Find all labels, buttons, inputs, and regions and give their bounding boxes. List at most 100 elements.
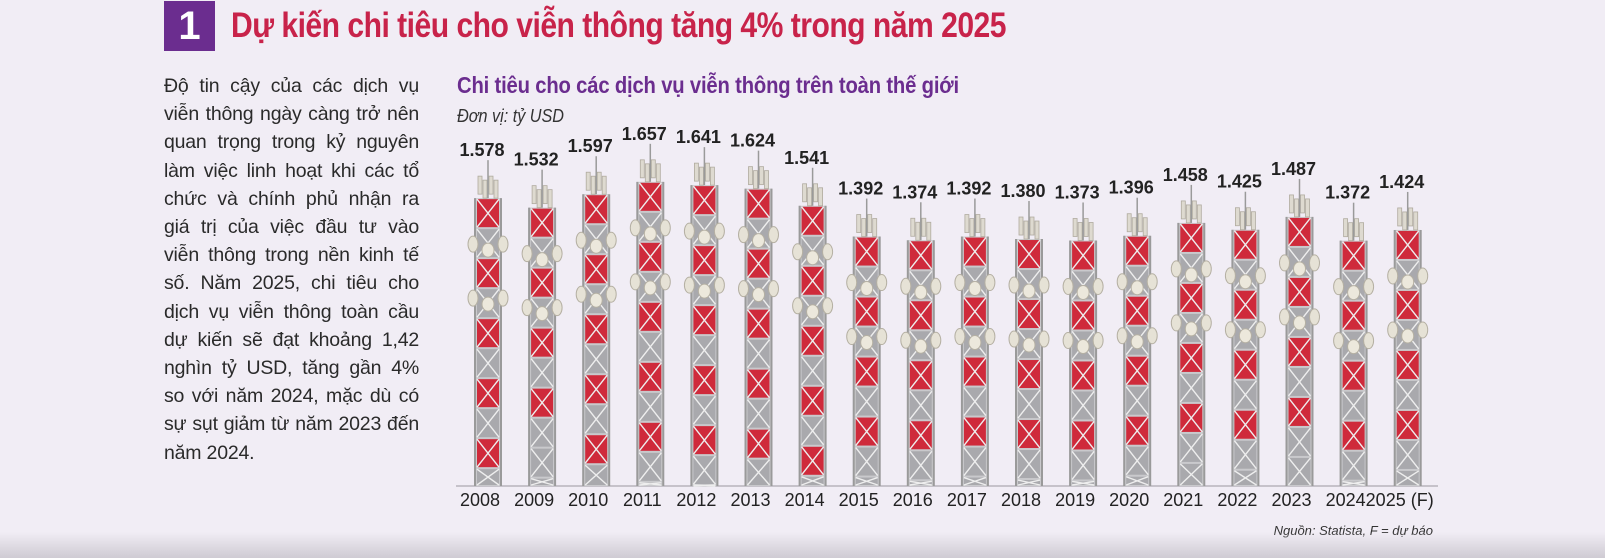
tower-brace: [963, 237, 987, 266]
tower-brace: [638, 362, 662, 392]
tower-brace: [801, 416, 825, 446]
dish-icon: [822, 243, 834, 261]
tower-brace: [746, 339, 771, 369]
tower-brace: [963, 417, 987, 446]
tower-brace: [1234, 470, 1257, 486]
dish-icon: [1170, 260, 1182, 278]
antenna-panel: [1023, 220, 1029, 240]
dish-icon: [1293, 261, 1306, 277]
dish-icon: [984, 274, 996, 292]
category-label: 2008: [460, 490, 500, 510]
antenna-panel: [601, 175, 607, 195]
tower-brace: [746, 369, 771, 399]
value-label: 1.657: [622, 124, 667, 144]
tower-brace: [1071, 391, 1095, 420]
dish-icon: [792, 243, 804, 261]
tower-brace: [1342, 301, 1366, 331]
antenna-panel: [1413, 211, 1419, 231]
tower-brace: [855, 387, 879, 416]
antenna-panel: [1408, 207, 1414, 227]
tower-brace: [638, 452, 662, 482]
dish-icon: [605, 231, 617, 249]
tower-brace: [1071, 241, 1095, 270]
dish-icon: [1038, 330, 1050, 348]
dish-icon: [535, 306, 549, 322]
section-number-badge: 1: [164, 1, 215, 51]
tower-bar: [954, 198, 996, 486]
dish-icon: [1200, 260, 1212, 278]
dish-icon: [930, 331, 942, 349]
value-label: 1.372: [1325, 183, 1370, 203]
dish-icon: [497, 235, 509, 253]
tower-brace: [530, 358, 554, 388]
dish-icon: [1224, 267, 1236, 285]
dish-icon: [643, 226, 657, 242]
tower-bar: [1170, 184, 1212, 486]
tower-brace: [1179, 403, 1203, 433]
tower-brace: [1287, 217, 1312, 247]
dish-icon: [1254, 321, 1266, 339]
tower-brace: [639, 482, 662, 486]
value-label: 1.374: [892, 182, 937, 202]
tower-brace: [963, 387, 987, 416]
antenna-panel: [1034, 220, 1040, 240]
tower-bar: [1333, 202, 1375, 486]
dish-icon: [713, 276, 725, 294]
dish-icon: [822, 297, 834, 315]
tower-brace: [1287, 457, 1312, 486]
dish-icon: [575, 285, 587, 303]
dish-icon: [1022, 337, 1036, 353]
category-label: 2017: [947, 490, 987, 510]
antenna-panel: [1354, 218, 1359, 238]
dish-icon: [683, 276, 695, 294]
value-label: 1.641: [676, 127, 721, 147]
antenna-panel: [813, 183, 818, 203]
tower-brace: [1396, 350, 1420, 380]
antenna-panel: [1246, 207, 1251, 227]
tower-brace: [584, 374, 608, 404]
category-label: 2019: [1055, 490, 1095, 510]
antenna-panel: [915, 221, 921, 241]
antenna-panel: [1397, 207, 1403, 227]
dish-icon: [876, 328, 888, 346]
antenna-panel: [964, 214, 970, 233]
dish-icon: [1309, 308, 1320, 326]
antenna-panel: [536, 189, 542, 209]
dish-icon: [1184, 267, 1198, 283]
tower-brace: [1342, 421, 1366, 451]
dish-icon: [846, 274, 858, 292]
tower-brace: [638, 332, 662, 362]
tower-brace: [692, 395, 716, 425]
tower-brace: [476, 258, 500, 288]
tower-brace: [746, 399, 771, 429]
antenna-panel: [585, 171, 591, 191]
dish-icon: [1062, 277, 1074, 295]
tower-brace: [963, 297, 987, 326]
tower-brace: [909, 300, 933, 330]
tower-bar: [629, 143, 671, 486]
antenna-panel: [1251, 211, 1256, 231]
chart-category-labels: 2008 2009 2010 2011 2012 2013 2014 2015 2016 2017…: [460, 490, 1434, 510]
tower-brace: [855, 357, 879, 386]
category-label: 2023: [1271, 490, 1311, 510]
dish-icon: [697, 283, 711, 299]
tower-brace: [963, 476, 987, 486]
tower-brace: [1125, 296, 1149, 326]
dish-icon: [713, 222, 725, 240]
tower-brace: [1396, 440, 1420, 470]
intro-paragraph: Độ tin cậy của các dịch vụ viễn thông ng…: [164, 75, 419, 464]
tower-brace: [801, 476, 824, 486]
category-label: 2024: [1326, 490, 1366, 510]
dish-icon: [1146, 327, 1158, 345]
tower-brace: [692, 185, 716, 215]
tower-brace: [746, 249, 771, 279]
tower-brace: [1125, 386, 1149, 416]
antenna-panel: [1348, 222, 1353, 242]
tower-brace: [1125, 416, 1149, 446]
tower-brace: [963, 357, 987, 386]
dish-icon: [1008, 330, 1020, 348]
dish-icon: [752, 287, 765, 303]
value-label: 1.458: [1163, 165, 1208, 185]
page-title: Dự kiến chi tiêu cho viễn thông tăng 4% …: [231, 6, 1007, 45]
antenna-panel: [1131, 217, 1137, 237]
